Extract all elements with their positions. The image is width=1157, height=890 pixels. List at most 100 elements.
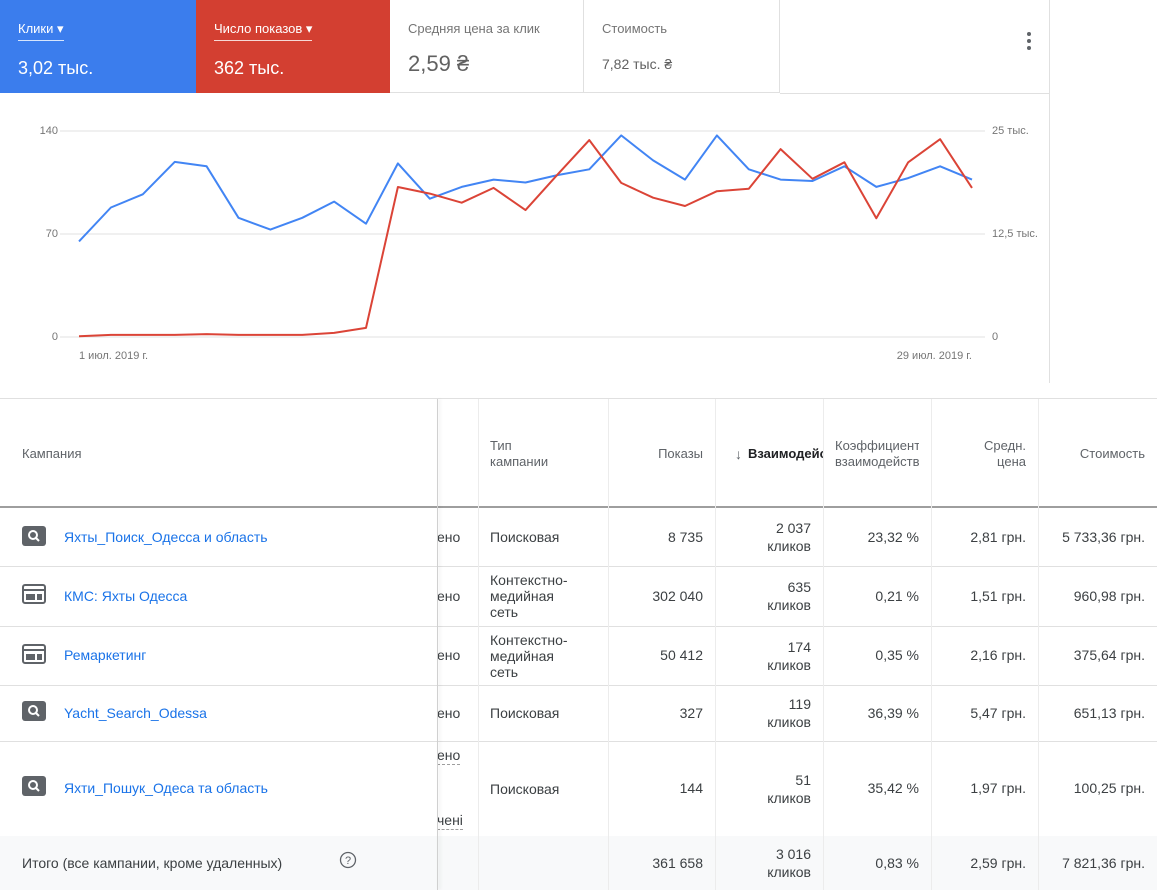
x-tick-label: 29 июл. 2019 г.: [897, 350, 972, 362]
cell-text: 7 821,36 грн.: [1062, 854, 1145, 871]
metric-label-text: Число показов: [214, 21, 303, 36]
y2-tick-label: 12,5 тыс.: [992, 228, 1038, 240]
rate-cell: 35,42 %: [823, 741, 931, 836]
cell-text: 361 658: [652, 854, 703, 871]
cell-text: Контекстно-медийная сеть: [490, 631, 568, 680]
help-icon[interactable]: ?: [339, 851, 357, 869]
cell-text: 144: [679, 780, 703, 796]
column-divider: [437, 399, 438, 890]
interactions-cell: 635 кликов: [715, 566, 823, 626]
cost-cell: 375,64 грн.: [1038, 626, 1157, 685]
status-cell: ено: [437, 566, 478, 626]
rate-total-cell: 0,83 %: [823, 836, 931, 890]
metric-tile[interactable]: Клики ▾ 3,02 тыс.: [0, 0, 196, 93]
svg-text:?: ?: [345, 855, 351, 867]
campaign-link[interactable]: Яхти_Пошук_Одеса та область: [64, 780, 268, 796]
status-cell: ено чені: [437, 741, 478, 836]
chart: 0 70 140 0 12,5 тыс. 25 тыс. 1 июл. 2019 г. 29 …: [40, 125, 1038, 362]
metric-value: 3,02 тыс.: [18, 58, 94, 78]
cost-total-cell: 7 821,36 грн.: [1038, 836, 1157, 890]
rate-cell: 0,21 %: [823, 566, 931, 626]
metric-tile[interactable]: Число показов ▾ 362 тыс.: [196, 0, 390, 93]
total-cell: [478, 836, 608, 890]
cell-text: 2,16 грн.: [970, 647, 1026, 663]
display-icon: [22, 644, 46, 664]
header-cell: Коэффициент взаимодействия: [823, 399, 931, 508]
type-cell: Контекстно-медийная сеть: [478, 566, 608, 626]
status-cell: ено: [437, 508, 478, 566]
interactions-cell: 51 кликов: [715, 741, 823, 836]
status-text: ено: [437, 528, 461, 545]
y-tick-label: 140: [40, 125, 58, 137]
header-cell: Тип кампании: [478, 399, 608, 508]
cell-text: 635 кликов: [767, 579, 811, 613]
cell-text: 2 037 кликов: [767, 520, 811, 554]
cell-text: 2,59 грн.: [970, 854, 1026, 871]
cell-text: Поисковая: [490, 780, 560, 797]
cell-text: 23,32 %: [867, 528, 919, 545]
more-menu[interactable]: [1022, 30, 1036, 52]
metric-label: Клики ▾: [18, 21, 64, 41]
status-cell: ено: [437, 626, 478, 685]
header-cell: Показы: [608, 399, 715, 508]
campaign-link[interactable]: Яхты_Поиск_Одесса и область: [64, 528, 268, 545]
cell-text: 0,21 %: [875, 587, 919, 604]
campaign-cell: Yacht_Search_Odessa: [0, 685, 437, 741]
header-text: Взаимодействия: [748, 445, 823, 461]
row-border: [0, 685, 1157, 686]
status-text: ено: [437, 587, 461, 604]
header-text: Стоимость: [1079, 445, 1145, 461]
interactions-total-cell: 3 016 кликов: [715, 836, 823, 890]
cell-text: 327: [679, 704, 703, 721]
header-cell: ↓ Взаимодействия: [715, 399, 823, 508]
cell-text: 36,39 %: [867, 704, 919, 721]
campaign-link[interactable]: Ремаркетинг: [64, 647, 147, 663]
row-border: [0, 741, 1157, 742]
header-cell: [437, 399, 478, 508]
column-divider: [608, 399, 609, 890]
header-border: [0, 506, 1157, 508]
avg_cost-cell: 2,81 грн.: [931, 508, 1038, 566]
cell-text: Поисковая: [490, 529, 560, 545]
divider: [780, 93, 1050, 94]
header-text: Кампания: [22, 445, 82, 461]
y2-tick-label: 0: [992, 331, 998, 343]
status-text: ено: [437, 747, 461, 765]
avg_cost-cell: 5,47 грн.: [931, 685, 1038, 741]
impressions-cell: 8 735: [608, 508, 715, 566]
cell-text: 651,13 грн.: [1073, 704, 1145, 721]
search-icon: [22, 776, 46, 796]
type-cell: Контекстно-медийная сеть: [478, 626, 608, 685]
header-cell: Средн. цена: [931, 399, 1038, 508]
cell-text: 174 кликов: [767, 638, 811, 673]
cost-cell: 100,25 грн.: [1038, 741, 1157, 836]
cost-cell: 651,13 грн.: [1038, 685, 1157, 741]
metric-tile[interactable]: Стоимость 7,82 тыс. ₴: [584, 0, 780, 93]
series-line: [78, 138, 973, 338]
type-cell: Поисковая: [478, 508, 608, 566]
header-text: Тип кампании: [490, 437, 549, 469]
cell-text: 100,25 грн.: [1073, 780, 1145, 796]
interactions-cell: 174 кликов: [715, 626, 823, 685]
impressions-cell: 50 412: [608, 626, 715, 685]
y-tick-label: 70: [46, 228, 58, 240]
campaign-link[interactable]: Yacht_Search_Odessa: [64, 704, 207, 721]
cell-text: 5 733,36 грн.: [1062, 528, 1145, 545]
row-border: [0, 626, 1157, 627]
y2-tick-label: 25 тыс.: [992, 125, 1029, 137]
header-text: Коэффициент взаимодействия: [835, 437, 919, 469]
rate-cell: 36,39 %: [823, 685, 931, 741]
campaign-cell: Ремаркетинг: [0, 626, 437, 685]
cell-text: 8 735: [667, 528, 703, 545]
metric-value: 7,82 тыс. ₴: [602, 56, 673, 72]
cell-text: 119 кликов: [767, 696, 811, 730]
cell-text: 375,64 грн.: [1073, 647, 1145, 663]
cell-text: 1,97 грн.: [970, 780, 1026, 796]
campaign-link[interactable]: КМС: Яхты Одесса: [64, 587, 188, 604]
metric-tile[interactable]: Средняя цена за клик 2,59 ₴: [390, 0, 584, 93]
cell-text: 35,42 %: [867, 780, 919, 796]
interactions-cell: 2 037 кликов: [715, 508, 823, 566]
avg_cost-total-cell: 2,59 грн.: [931, 836, 1038, 890]
status-cell: ено: [437, 685, 478, 741]
